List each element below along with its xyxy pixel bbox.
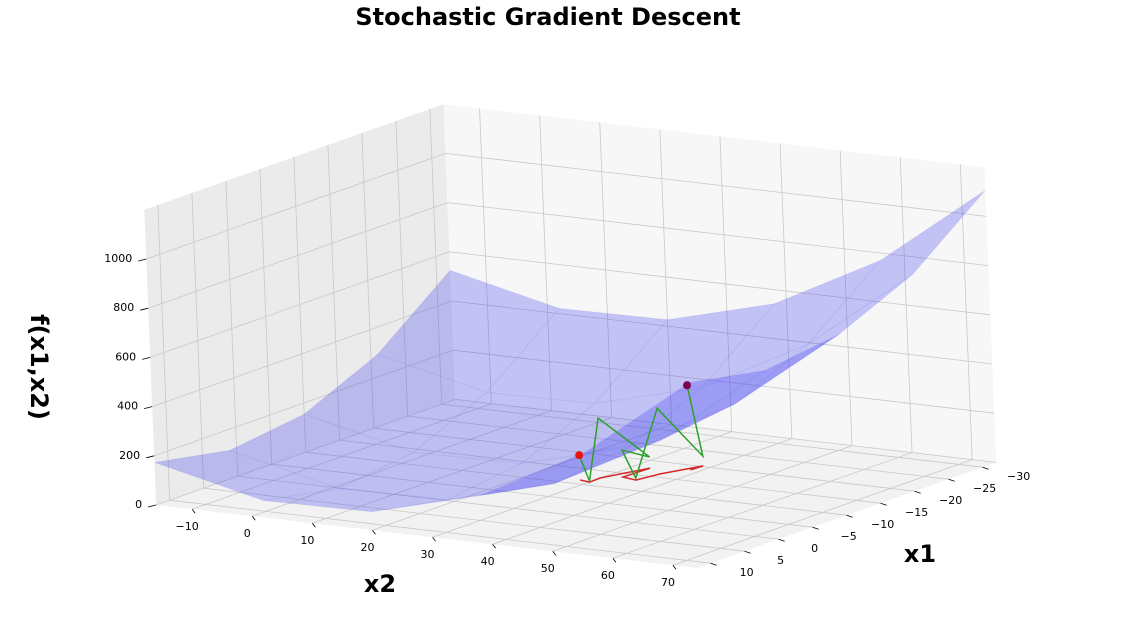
grid-line <box>373 427 915 492</box>
tick-mark <box>672 564 677 570</box>
surface-cell <box>628 343 809 448</box>
tick-mark <box>710 562 717 566</box>
x2-tick-label: 10 <box>300 534 314 547</box>
z-tick-label: 400 <box>117 400 138 413</box>
surface-cell <box>228 413 415 490</box>
tick-mark <box>148 504 157 508</box>
grid-line <box>451 300 993 365</box>
surface-cell <box>485 307 669 405</box>
grid-line <box>271 463 813 528</box>
surface-cell <box>154 449 340 502</box>
grid-line <box>155 399 456 506</box>
grid-line <box>237 475 779 540</box>
x1-tick-label: −25 <box>973 482 996 495</box>
tick-mark <box>492 543 496 549</box>
tick-mark <box>312 522 316 528</box>
x2-tick-label: 60 <box>601 569 615 582</box>
tick-mark <box>432 536 436 542</box>
tick-mark <box>251 515 256 521</box>
surface-cell <box>337 451 524 501</box>
chart-title: Stochastic Gradient Descent <box>355 3 740 31</box>
grid-line <box>146 153 446 260</box>
surface-cell <box>593 302 776 405</box>
surface-cell <box>519 386 704 465</box>
tick-mark <box>812 526 819 530</box>
grid-line <box>447 202 989 266</box>
surface-cell <box>553 403 735 485</box>
tick-mark <box>778 538 785 542</box>
tick-mark <box>372 529 376 535</box>
x2-tick-label: 40 <box>481 555 495 568</box>
z-tick-label: 0 <box>135 498 142 511</box>
x2-tick-label: 20 <box>360 541 374 554</box>
path-projection <box>580 465 704 483</box>
x1-tick-label: −10 <box>871 518 894 531</box>
grid-line <box>148 202 448 309</box>
surface-cell <box>263 487 448 513</box>
grid-line <box>407 415 949 480</box>
grid-line <box>150 251 450 358</box>
grid-line <box>455 399 997 463</box>
x1-tick-label: 5 <box>777 554 784 567</box>
tick-mark <box>982 466 989 470</box>
tick-mark <box>744 550 751 554</box>
x2-tick-label: 0 <box>244 527 251 540</box>
x1-axis-title: x1 <box>904 540 936 568</box>
tick-mark <box>612 557 617 563</box>
x1-tick-label: −20 <box>939 494 962 507</box>
grid-line <box>305 451 847 516</box>
tick-mark <box>846 514 853 518</box>
grid-line <box>445 153 987 217</box>
x2-axis-title: x2 <box>364 570 396 598</box>
end-point <box>683 381 692 390</box>
surface-cell <box>376 269 561 393</box>
grid-line <box>203 487 745 552</box>
tick-mark <box>191 508 196 514</box>
x2-tick-label: 70 <box>661 576 675 589</box>
surface-cell <box>412 391 597 464</box>
x1-tick-label: 0 <box>811 542 818 555</box>
tick-mark <box>144 406 153 409</box>
grid-line <box>453 349 995 414</box>
x2-tick-label: 30 <box>421 548 435 561</box>
x1-tick-label: 10 <box>740 566 754 579</box>
grid-line <box>449 251 991 316</box>
z-tick-label: 800 <box>113 301 134 314</box>
z-tick-label: 1000 <box>104 252 132 265</box>
grid-line <box>153 349 454 457</box>
surface-cell <box>807 189 986 345</box>
tick-mark <box>880 502 887 506</box>
tick-mark <box>552 550 557 556</box>
z-axis-title: f(x1,x2) <box>25 314 53 420</box>
tick-mark <box>142 357 151 360</box>
z-tick-label: 200 <box>119 449 140 462</box>
x1-tick-label: −5 <box>840 530 856 543</box>
x1-tick-label: −15 <box>905 506 928 519</box>
tick-mark <box>146 455 155 459</box>
x1-tick-label: −30 <box>1007 470 1030 483</box>
tick-mark <box>138 258 147 262</box>
grid-line <box>441 403 983 468</box>
grid-line <box>169 499 711 564</box>
surface-cell <box>734 273 914 405</box>
surface-cell <box>701 259 881 389</box>
grid-line <box>339 439 881 504</box>
start-point <box>575 451 584 460</box>
x2-tick-label: −10 <box>176 520 199 533</box>
surface-cell <box>371 483 555 513</box>
descent-path <box>578 385 705 485</box>
x2-tick-label: 50 <box>541 562 555 575</box>
grid-line <box>152 300 452 407</box>
z-tick-label: 600 <box>115 350 136 363</box>
tick-mark <box>948 478 955 482</box>
tick-mark <box>914 490 921 494</box>
tick-mark <box>140 307 149 311</box>
surface-cell <box>303 353 488 453</box>
surface-cell <box>659 333 840 441</box>
